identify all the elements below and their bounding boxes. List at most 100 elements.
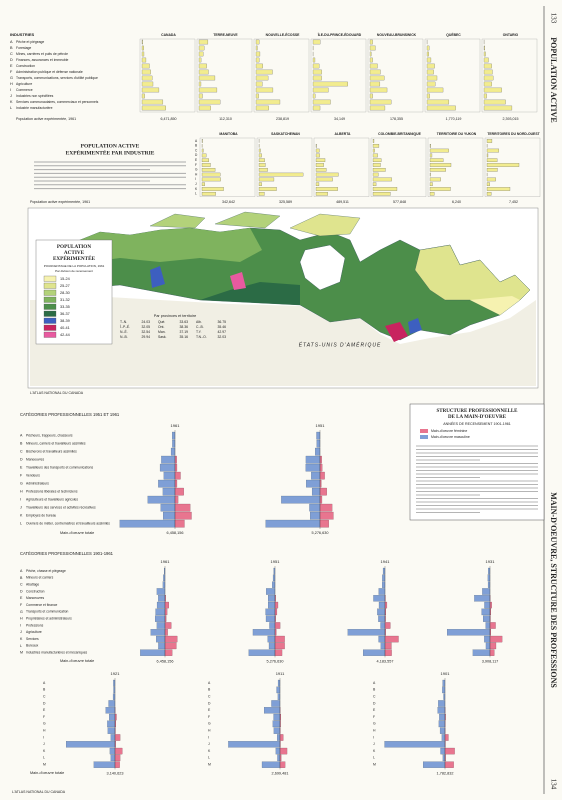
legend-label: 42-44 (60, 333, 70, 337)
male-bar (485, 642, 491, 650)
male-bar (363, 649, 386, 656)
industry-bar (429, 172, 431, 177)
male-bar (163, 574, 166, 582)
region-name: MANITOBA (219, 132, 238, 136)
male-bar (380, 622, 386, 629)
category-letter: B (373, 688, 376, 692)
legend-label: Main-d'oeuvre féminine (431, 429, 467, 433)
male-bar (442, 679, 446, 687)
industry-bar (255, 75, 269, 81)
hudson-bay (299, 244, 346, 291)
female-bar (274, 608, 278, 616)
female-bar (164, 635, 178, 643)
category-label: Travailleurs des transports et communica… (26, 465, 93, 469)
male-bar (277, 734, 281, 741)
male-bar (162, 487, 176, 496)
legend-swatch (43, 275, 57, 282)
industry-bar (486, 153, 489, 158)
pyramid-year: 1961 (161, 559, 171, 564)
category-letter: F (373, 715, 375, 719)
industry-letter: F (10, 70, 13, 74)
industry-bar (486, 177, 496, 182)
category-letter: D (43, 701, 46, 705)
industry-bar (141, 57, 147, 63)
industry-bar (198, 75, 216, 81)
region-name: CANADA (161, 33, 176, 37)
region-population: 34,149 (334, 117, 345, 121)
industry-bar (201, 167, 216, 172)
male-bar (172, 439, 176, 448)
region-population: 178,355 (390, 117, 403, 121)
male-bar (156, 588, 166, 595)
category-letter: F (20, 473, 23, 477)
female-bar (174, 519, 185, 528)
industry-bar (486, 148, 500, 153)
industry-bar (201, 158, 209, 163)
industry-bar (369, 99, 392, 105)
group-title: CATÉGORIES PROFESSIONNELLES 1951 ET 1961 (20, 412, 120, 417)
male-bar (442, 754, 446, 762)
male-bar (163, 511, 176, 520)
region-population: 342,642 (222, 200, 235, 204)
category-label: Travailleurs des services et activités r… (26, 505, 96, 509)
female-bar (114, 761, 120, 768)
industry-label: Forestage (16, 46, 31, 50)
industry-bar (369, 69, 381, 75)
region-population: 238,819 (276, 117, 289, 121)
region-population: 6,471,850 (161, 117, 177, 121)
male-bar (265, 519, 321, 528)
industry-bar (312, 57, 316, 63)
industry-bar (312, 87, 329, 93)
category-letter: L (373, 756, 375, 760)
map-legend-title: ACTIVE (64, 250, 85, 256)
male-bar (228, 741, 281, 748)
category-letter: A (20, 569, 23, 573)
male-bar (378, 588, 386, 595)
province-abbr: Sask. (158, 335, 167, 339)
male-bar (378, 615, 386, 622)
female-bar (319, 503, 333, 512)
male-bar (155, 608, 166, 616)
pyramid-total: 2,699,481 (272, 771, 289, 775)
male-bar (281, 495, 321, 504)
industry-bar (315, 167, 327, 172)
male-bar (443, 693, 446, 700)
region-cell (370, 137, 427, 197)
industry-bar (372, 172, 379, 177)
industry-bar (369, 39, 373, 45)
category-letter: F (208, 715, 210, 719)
male-bar (311, 487, 321, 496)
industry-bar (315, 182, 320, 187)
industry-bar (141, 99, 164, 105)
category-label: Administrateurs (26, 481, 49, 485)
male-bar (484, 601, 491, 609)
category-letter: J (20, 505, 22, 509)
industry-bar (312, 105, 321, 111)
region-cell (427, 137, 484, 197)
industry-bar (483, 63, 492, 69)
industry-label: Construction (16, 64, 35, 68)
female-bar (274, 649, 283, 656)
industry-bar (258, 167, 268, 172)
male-bar (107, 727, 116, 734)
industry-bar (141, 87, 160, 93)
arctic-island (149, 213, 206, 229)
category-letter: C (373, 694, 376, 698)
male-bar (382, 574, 386, 582)
category-letter: J (20, 630, 22, 634)
female-bar (164, 622, 172, 629)
industry-label: Industries non spécifiées (16, 94, 54, 98)
category-letter: M (373, 762, 376, 766)
province-value: 35.46 (218, 325, 227, 329)
legend-swatch (43, 324, 57, 331)
category-letter: D (20, 457, 23, 461)
industry-bar (372, 187, 398, 191)
category-letter: A (208, 681, 211, 685)
province-value: 33.63 (180, 320, 189, 324)
industry-bar (255, 39, 260, 45)
industry-bar (426, 81, 436, 87)
map (27, 207, 539, 389)
male-bar (272, 574, 276, 582)
industry-bar (429, 148, 449, 153)
industry-bar (312, 93, 316, 99)
